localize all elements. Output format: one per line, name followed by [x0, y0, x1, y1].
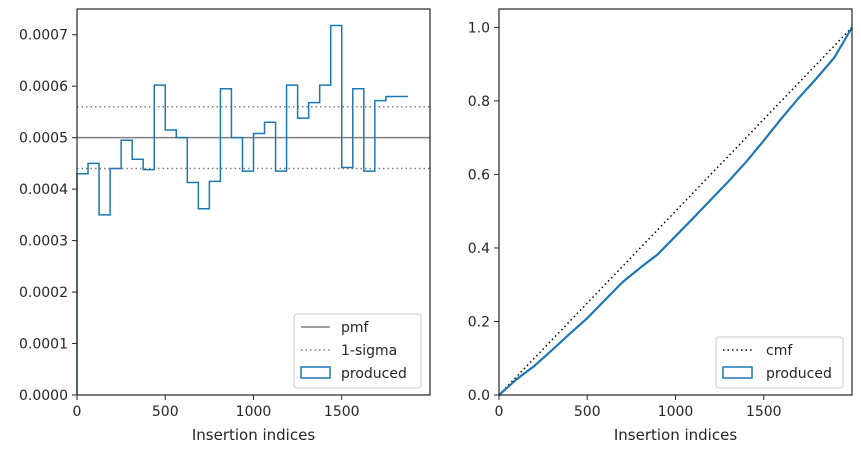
legend-produced-label: produced: [341, 366, 407, 382]
cmf-panel: 0 500 1000 1500 0.0 0.2 0.4 0.6 0.8 1.0 Insertion …: [468, 8, 853, 444]
produced-step-series: [76, 24, 408, 395]
y-tick-label: 0.0: [468, 388, 490, 404]
y-tick-label: 0.4: [468, 241, 490, 257]
x-tick-label: 500: [152, 404, 179, 420]
y-tick-label: 0.0007: [19, 28, 68, 44]
x-axis-label: Insertion indices: [614, 426, 737, 444]
x-tick-label: 1500: [746, 404, 782, 420]
x-tick-label: 0: [73, 404, 82, 420]
y-tick-label: 0.8: [468, 94, 490, 110]
legend: pmf 1-sigma produced: [293, 313, 422, 389]
legend-cmf-label: cmf: [766, 343, 793, 359]
y-tick-label: 0.0001: [19, 337, 68, 353]
legend-produced-label: produced: [766, 366, 832, 382]
legend-sigma-label: 1-sigma: [341, 343, 397, 359]
x-tick-label: 0: [495, 404, 504, 420]
y-tick-label: 0.2: [468, 314, 490, 330]
pmf-panel: 0 500 1000 1500 0.0000 0.0001 0.0002 0.0003 0.00…: [19, 8, 431, 444]
legend-pmf-label: pmf: [341, 320, 370, 336]
y-tick-label: 1.0: [468, 20, 490, 36]
legend: cmf produced: [715, 336, 844, 389]
y-tick-label: 0.0006: [19, 79, 68, 95]
plot-frame: [76, 8, 431, 396]
plot-frame: [498, 8, 853, 396]
x-axis-label: Insertion indices: [192, 426, 315, 444]
y-tick-label: 0.0000: [19, 388, 68, 404]
y-tick-label: 0.6: [468, 167, 490, 183]
x-tick-label: 1500: [324, 404, 360, 420]
x-tick-label: 500: [574, 404, 601, 420]
y-tick-label: 0.0003: [19, 234, 68, 250]
y-tick-label: 0.0004: [19, 182, 68, 198]
x-tick-label: 1000: [236, 404, 272, 420]
legend-produced-swatch: [722, 366, 753, 379]
legend-box: [293, 313, 422, 389]
y-tick-label: 0.0002: [19, 285, 68, 301]
legend-produced-swatch: [300, 366, 331, 379]
y-tick-label: 0.0005: [19, 131, 68, 147]
legend-box: [715, 336, 844, 389]
x-tick-label: 1000: [658, 404, 694, 420]
